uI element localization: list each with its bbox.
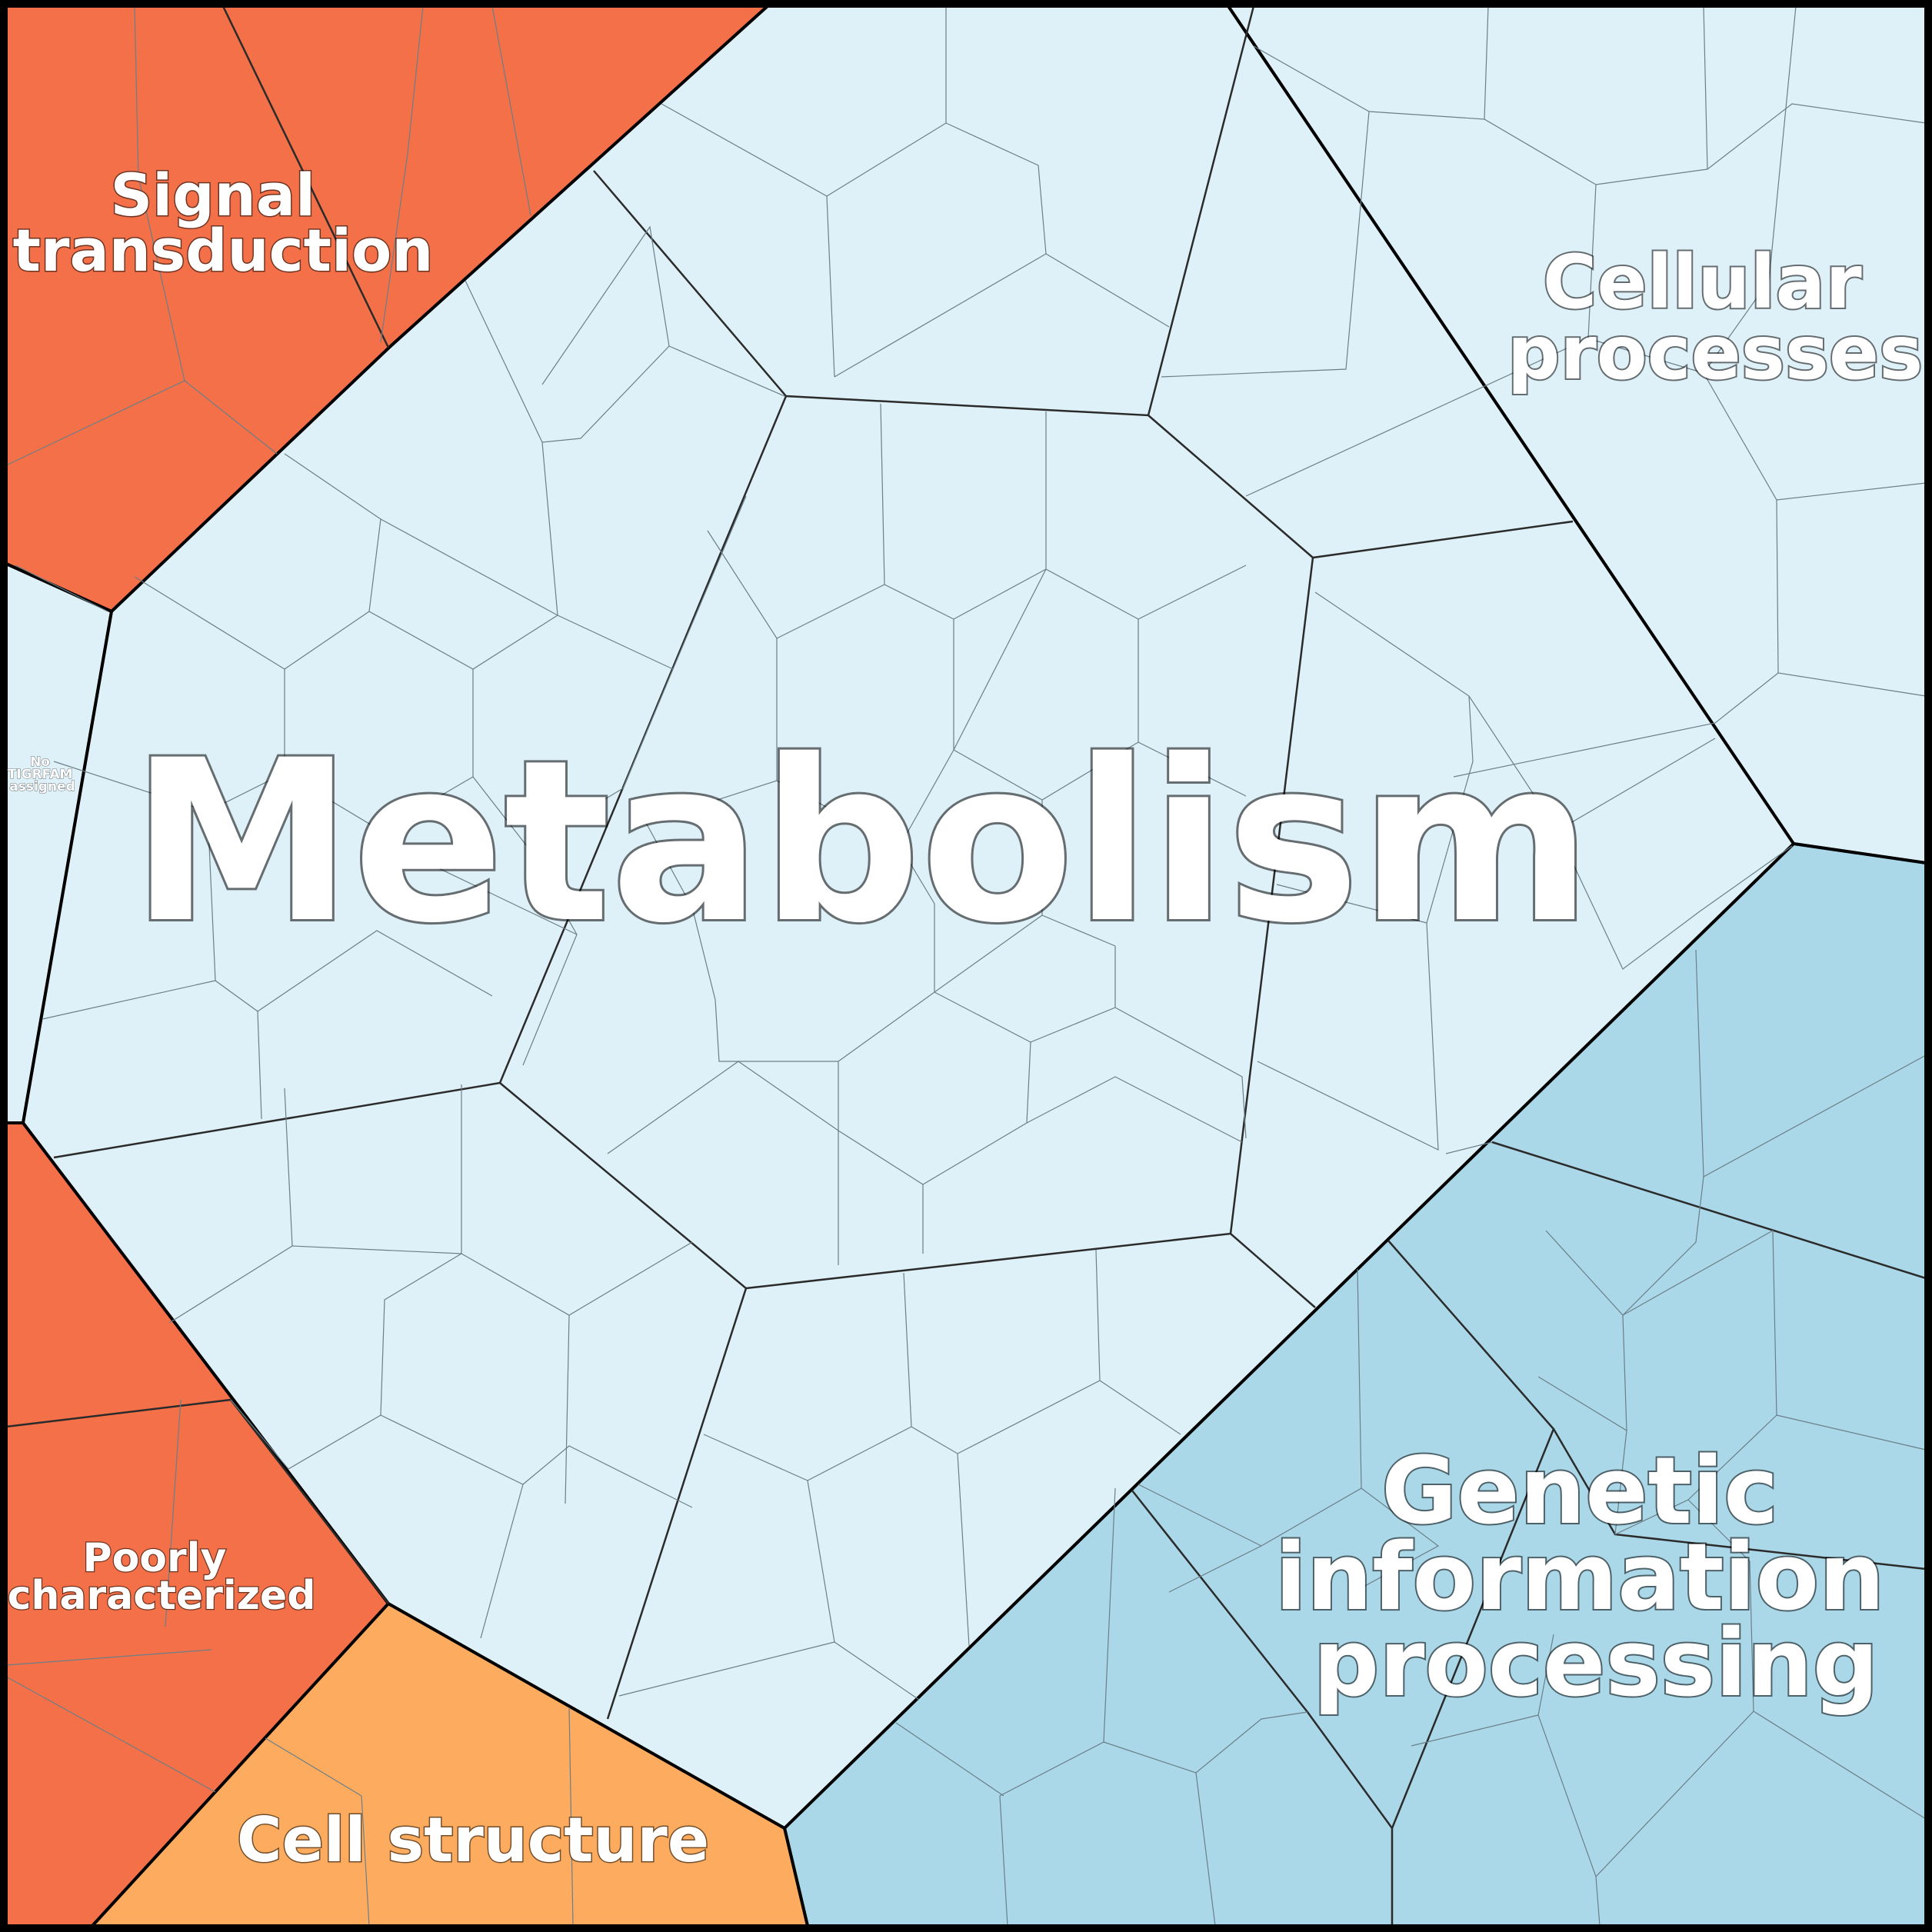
label-poorly-characterized: Poorly characterized	[8, 1535, 316, 1619]
secondary-cell-borders	[5, 5, 1927, 1927]
label-cell-structure: Cell structure	[237, 1804, 709, 1876]
label-genetic-information-processing: Genetic information processing	[1275, 1438, 1917, 1717]
label-cellular-processes: Cellular processes	[1507, 239, 1924, 396]
label-signal-transduction: Signal transduction	[13, 161, 434, 285]
label-metabolism: Metabolism	[131, 713, 1592, 972]
label-no-tigrfam-assigned: No TIGRFAM assigned	[8, 754, 78, 794]
